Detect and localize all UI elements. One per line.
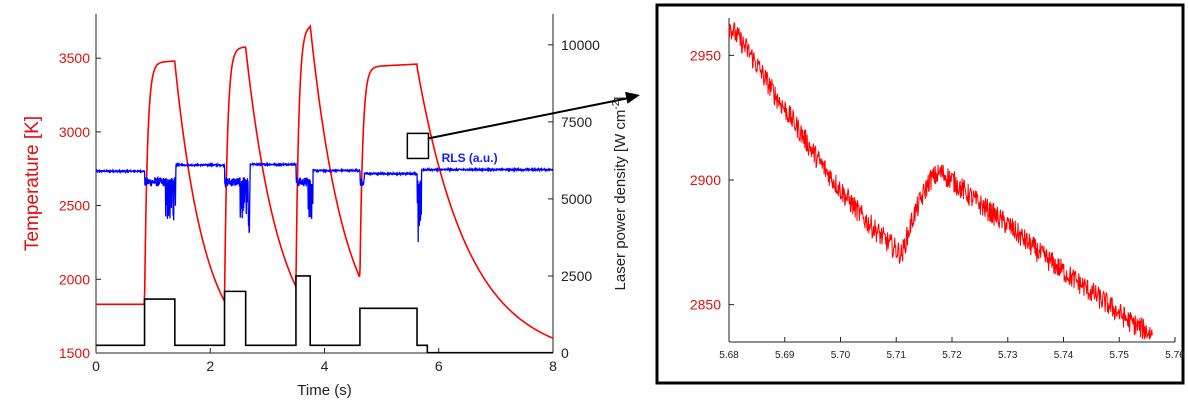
rls-series-line	[95, 161, 554, 243]
inset-x-tick-label: 5.71	[887, 350, 907, 361]
main-y-right-tick-label: 7500	[561, 114, 592, 130]
main-y-right-tick-label: 2500	[561, 268, 592, 284]
main-y-right-axis-title-close: ]	[612, 97, 629, 101]
inset-x-tick-label: 5.70	[831, 350, 851, 361]
main-y-right-axis-title: Laser power density [W cm-2]	[611, 97, 629, 291]
inset-x-tick-label: 5.69	[775, 350, 795, 361]
inset-x-tick-label: 5.76	[1165, 350, 1185, 361]
inset-plot-area	[728, 21, 1153, 340]
temperature-series-line	[96, 24, 554, 339]
laser-power-series-line	[96, 275, 553, 354]
main-x-axis-title: Time (s)	[297, 382, 351, 399]
main-y-left-tick-label: 1500	[59, 345, 90, 361]
inset-frame	[655, 3, 1185, 385]
main-y-right-tick-label: 5000	[561, 191, 592, 207]
zoom-arrowhead-icon	[625, 91, 640, 104]
main-y-right-axis-title-main: Laser power density [W cm	[612, 110, 629, 291]
main-y-left-axis-title: Temperature [K]	[22, 116, 43, 251]
inset-x-ticks: 5.68 5.69 5.70 5.71 5.72 5.73 5.74 5.75 5.76	[719, 337, 1185, 361]
main-x-tick-label: 2	[206, 358, 214, 374]
main-x-tick-label: 8	[549, 358, 557, 374]
zoom-box	[406, 132, 430, 160]
inset-x-tick-label: 5.75	[1110, 350, 1130, 361]
inset-y-tick-label: 2950	[690, 47, 721, 63]
inset-temperature-series-line	[728, 21, 1153, 340]
inset-x-tick-label: 5.73	[998, 350, 1018, 361]
main-x-tick-label: 6	[435, 358, 443, 374]
main-y-left-tick-label: 2500	[59, 198, 90, 214]
inset-y-ticks: 2850 2900 2950	[690, 47, 734, 313]
main-y-left-tick-label: 3000	[59, 124, 90, 140]
main-x-tick-label: 4	[321, 358, 329, 374]
inset-x-tick-label: 5.72	[942, 350, 962, 361]
main-y-right-axis-title-superscript: -2	[611, 100, 622, 109]
main-chart: 0 2 4 6 8 1500 2000 2500 3000 3500 0 2500 5000 7500…	[22, 14, 629, 399]
main-y-left-ticks: 1500 2000 2500 3000 3500	[59, 50, 101, 361]
zoom-arrow	[428, 96, 635, 140]
inset-chart: 5.68 5.69 5.70 5.71 5.72 5.73 5.74 5.75 5.76 285…	[655, 3, 1185, 385]
main-y-right-tick-label: 0	[561, 345, 569, 361]
main-y-right-ticks: 0 2500 5000 7500 10000	[548, 37, 600, 361]
inset-y-tick-label: 2850	[690, 297, 721, 313]
rls-annotation: RLS (a.u.)	[442, 151, 498, 165]
main-plot-area	[95, 24, 554, 354]
main-y-left-tick-label: 3500	[59, 50, 90, 66]
inset-x-tick-label: 5.68	[719, 350, 739, 361]
main-x-tick-label: 0	[92, 358, 100, 374]
main-y-left-tick-label: 2000	[59, 271, 90, 287]
inset-y-tick-label: 2900	[690, 172, 721, 188]
inset-x-tick-label: 5.74	[1054, 350, 1074, 361]
main-y-right-tick-label: 10000	[561, 37, 600, 53]
